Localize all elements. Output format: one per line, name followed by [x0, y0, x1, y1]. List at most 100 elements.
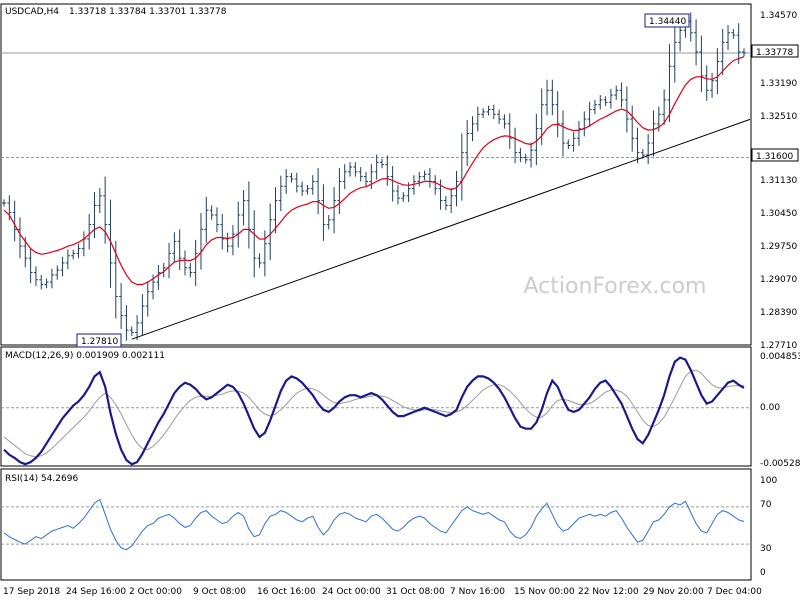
support-level-label: 1.31600	[756, 152, 793, 162]
price-tick: 1.32510	[760, 112, 797, 122]
price-bar	[39, 274, 44, 290]
price-bar	[726, 25, 731, 51]
price-bar	[385, 155, 390, 186]
price-bar	[2, 199, 6, 207]
price-bar	[209, 205, 214, 220]
price-bar	[358, 167, 363, 182]
price-bar	[268, 203, 273, 261]
price-bar	[284, 168, 289, 194]
price-bar	[214, 207, 219, 233]
time-tick: 15 Nov 00:00	[514, 587, 575, 597]
price-bar	[598, 95, 603, 110]
price-bar	[742, 48, 746, 57]
time-tick: 17 Sep 2018	[3, 587, 60, 597]
rsi-tick: 30	[760, 544, 772, 554]
price-bar	[348, 162, 353, 177]
price-bar	[92, 191, 97, 239]
low-annotation: 1.27810	[76, 333, 122, 348]
price-bar	[710, 73, 715, 98]
price-bar	[119, 283, 124, 330]
price-bar	[326, 214, 331, 230]
macd-layer	[1, 356, 751, 466]
price-bar	[374, 154, 379, 180]
high-annotation-box	[644, 13, 690, 28]
rsi-line	[3, 498, 745, 551]
rsi-layer	[1, 498, 751, 551]
price-bar	[694, 19, 699, 66]
price-bar	[294, 172, 299, 193]
price-bar	[316, 167, 321, 215]
price-bar	[502, 114, 507, 129]
price-bar	[241, 190, 246, 226]
price-bar	[662, 89, 667, 125]
price-bar	[220, 214, 225, 250]
time-tick: 29 Nov 20:00	[643, 587, 704, 597]
time-tick: 9 Oct 08:00	[193, 587, 246, 597]
price-tick: 1.29750	[760, 242, 797, 252]
price-bar	[129, 326, 134, 337]
rsi-tick: 70	[760, 500, 772, 510]
price-bar	[465, 120, 470, 167]
price-bar	[177, 229, 182, 271]
price-bar	[731, 29, 736, 39]
price-bar	[614, 85, 619, 100]
price-bar	[28, 247, 33, 284]
price-tick: 1.30450	[760, 209, 797, 219]
low-annotation-box	[76, 333, 122, 348]
time-tick: 22 Nov 12:00	[578, 587, 639, 597]
price-bar	[550, 79, 555, 116]
price-bar	[278, 175, 283, 212]
price-bar	[55, 265, 60, 280]
price-bar	[390, 166, 395, 202]
price-bar	[587, 101, 592, 127]
price-bar	[715, 48, 720, 95]
price-tick: 1.27710	[760, 341, 797, 351]
current-price-marker: 1.33778	[751, 44, 799, 58]
price-bar	[33, 266, 38, 286]
price-bar	[422, 170, 427, 181]
price-bar	[379, 158, 384, 169]
price-bar	[571, 132, 576, 152]
price-bar	[65, 249, 70, 270]
price-bar	[667, 44, 672, 122]
support-level-marker: 1.31600	[751, 148, 799, 162]
price-bar	[481, 108, 486, 118]
price-bar	[449, 188, 454, 214]
price-layer	[1, 12, 751, 341]
price-bar	[592, 99, 597, 115]
price-bar	[188, 262, 193, 278]
price-bar	[71, 249, 76, 260]
price-bar	[443, 195, 448, 211]
rsi-title: RSI(14) 54.2696	[5, 474, 78, 484]
price-bar	[193, 239, 198, 286]
price-tick: 1.29070	[760, 275, 797, 285]
price-bar	[332, 187, 337, 234]
time-tick: 2 Oct 00:00	[129, 587, 182, 597]
price-bar	[310, 175, 315, 195]
price-bar	[704, 65, 709, 101]
price-bar	[433, 175, 438, 195]
time-tick: 24 Oct 00:00	[322, 587, 381, 597]
price-bar	[140, 294, 145, 335]
price-bar	[491, 104, 496, 120]
price-bar	[608, 88, 613, 109]
rsi-axis: 100 70 30 0	[760, 476, 777, 578]
current-price-label: 1.33778	[756, 48, 793, 58]
price-bar	[321, 184, 326, 241]
macd-axis: 0.004853 0.00 -0.005284	[760, 352, 800, 469]
price-panel-frame	[0, 3, 752, 346]
price-bar	[411, 175, 416, 195]
support-level-box	[751, 148, 799, 162]
price-bar	[507, 113, 512, 149]
price-bar	[17, 217, 22, 259]
price-bar	[262, 230, 267, 277]
price-tick: 1.33190	[760, 79, 797, 89]
high-annotation: 1.34440	[644, 13, 690, 28]
price-bar	[619, 82, 624, 108]
price-bar	[624, 86, 629, 133]
price-bar	[183, 250, 188, 276]
price-bar	[475, 106, 480, 132]
price-axis: 1.34570 1.33190 1.32510 1.31130 1.30450 …	[760, 11, 797, 351]
